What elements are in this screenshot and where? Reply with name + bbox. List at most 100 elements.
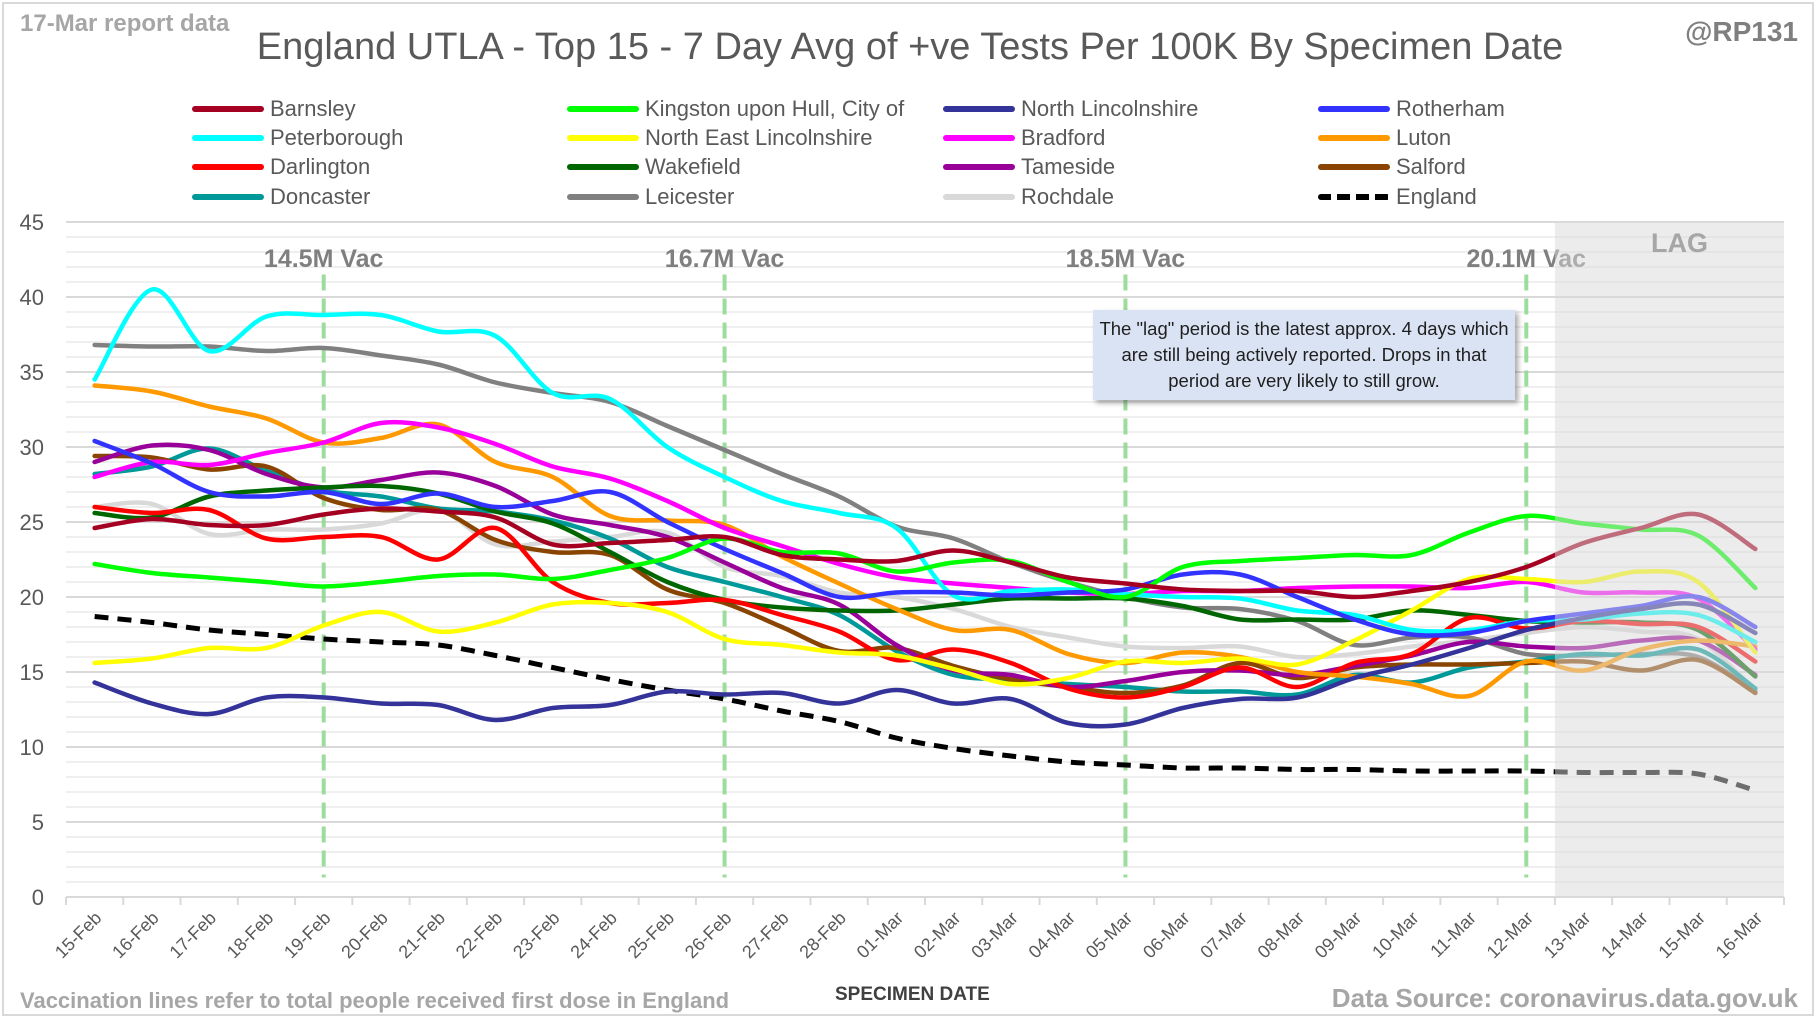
x-tick-label: 24-Feb bbox=[566, 908, 620, 962]
report-date: 17-Mar report data bbox=[20, 10, 230, 37]
legend-label: Bradford bbox=[1021, 125, 1106, 150]
vaccination-footnote: Vaccination lines refer to total people … bbox=[20, 988, 730, 1013]
legend-label: Wakefield bbox=[645, 154, 741, 179]
legend-swatch bbox=[1318, 194, 1390, 200]
y-tick-label: 25 bbox=[20, 510, 44, 535]
legend-item: North East Lincolnshire bbox=[567, 125, 872, 151]
legend-item: Luton bbox=[1318, 125, 1451, 151]
legend-label: Luton bbox=[1396, 125, 1452, 150]
y-axis-tick-labels: 0 5 10 15 20 25 30 35 40 45 bbox=[20, 210, 44, 910]
legend-swatch bbox=[1318, 135, 1390, 141]
x-tick-label: 16-Feb bbox=[108, 908, 162, 962]
lag-label: LAG bbox=[1651, 228, 1708, 258]
legend-item: Barnsley bbox=[192, 96, 356, 122]
x-tick-label: 02-Mar bbox=[910, 908, 964, 962]
legend-swatch bbox=[192, 135, 264, 141]
x-tick-label: 01-Mar bbox=[853, 908, 907, 962]
legend-swatch bbox=[943, 106, 1015, 112]
y-tick-label: 45 bbox=[20, 210, 44, 235]
x-tick-label: 15-Mar bbox=[1654, 908, 1708, 962]
legend-item: Rochdale bbox=[943, 184, 1114, 210]
x-tick-label: 11-Mar bbox=[1426, 908, 1480, 962]
legend-item: Kingston upon Hull, City of bbox=[567, 96, 904, 122]
legend-swatch bbox=[567, 164, 639, 170]
legend-label: Peterborough bbox=[270, 125, 404, 150]
legend-item: Bradford bbox=[943, 125, 1105, 151]
x-tick-label: 18-Feb bbox=[223, 908, 277, 962]
series-line-kingston-upon-hull-city-of bbox=[92, 513, 1758, 600]
legend-label: Barnsley bbox=[270, 96, 356, 121]
x-tick-label: 06-Mar bbox=[1139, 908, 1193, 962]
y-tick-label: 20 bbox=[20, 585, 44, 610]
legend-swatch bbox=[943, 135, 1015, 141]
series-lines bbox=[92, 287, 1758, 793]
x-tick-label: 21-Feb bbox=[395, 908, 449, 962]
legend-label: Salford bbox=[1396, 154, 1466, 179]
legend-swatch bbox=[1318, 106, 1390, 112]
legend-label: North Lincolnshire bbox=[1021, 96, 1199, 121]
series-line-bradford bbox=[92, 419, 1758, 652]
x-tick-label: 16-Mar bbox=[1712, 908, 1766, 962]
legend-swatch bbox=[192, 194, 264, 200]
legend-label: Darlington bbox=[270, 154, 371, 179]
x-tick-label: 25-Feb bbox=[624, 908, 678, 962]
legend-swatch bbox=[943, 194, 1015, 200]
x-tick-label: 10-Mar bbox=[1368, 908, 1422, 962]
x-tick-label: 09-Mar bbox=[1311, 908, 1365, 962]
x-tick-label: 12-Mar bbox=[1483, 908, 1537, 962]
x-tick-label: 17-Feb bbox=[166, 908, 220, 962]
x-axis: 15-Feb 16-Feb 17-Feb 18-Feb 19-Feb 20-Feb 21-F… bbox=[51, 896, 1785, 962]
y-tick-label: 10 bbox=[20, 735, 44, 760]
x-tick-label: 19-Feb bbox=[280, 908, 334, 962]
legend-label: Leicester bbox=[645, 184, 735, 209]
legend-label: England bbox=[1396, 184, 1477, 209]
legend-label: Kingston upon Hull, City of bbox=[645, 96, 905, 121]
x-tick-label: 04-Mar bbox=[1025, 908, 1079, 962]
legend-swatch bbox=[567, 135, 639, 141]
x-tick-label: 07-Mar bbox=[1196, 908, 1250, 962]
legend-swatch bbox=[192, 164, 264, 170]
x-tick-label: 23-Feb bbox=[509, 908, 563, 962]
legend-item: Doncaster bbox=[192, 184, 370, 210]
legend-swatch bbox=[192, 106, 264, 112]
vaccination-label: 18.5M Vac bbox=[1066, 245, 1186, 273]
legend-item: Peterborough bbox=[192, 125, 403, 151]
x-tick-label: 08-Mar bbox=[1254, 908, 1308, 962]
legend-label: North East Lincolnshire bbox=[645, 125, 873, 150]
y-tick-label: 5 bbox=[32, 810, 44, 835]
legend-item: Rotherham bbox=[1318, 96, 1505, 122]
y-tick-label: 0 bbox=[32, 885, 44, 910]
x-tick-label: 26-Feb bbox=[681, 908, 735, 962]
legend-label: Rochdale bbox=[1021, 184, 1114, 209]
series-line-north-lincolnshire bbox=[92, 600, 1758, 729]
legend-item: North Lincolnshire bbox=[943, 96, 1198, 122]
vaccination-label: 16.7M Vac bbox=[665, 245, 785, 273]
author-handle: @RP131 bbox=[1685, 16, 1798, 47]
data-source: Data Source: coronavirus.data.gov.uk bbox=[1331, 983, 1798, 1013]
legend-item: Wakefield bbox=[567, 154, 741, 180]
legend-item: Tameside bbox=[943, 154, 1115, 180]
x-tick-label: 05-Mar bbox=[1082, 908, 1136, 962]
chart-title: England UTLA - Top 15 - 7 Day Avg of +ve… bbox=[256, 26, 1564, 68]
legend-label: Rotherham bbox=[1396, 96, 1505, 121]
lag-region: LAG bbox=[1554, 222, 1784, 897]
y-tick-label: 40 bbox=[20, 285, 44, 310]
legend-swatch bbox=[943, 164, 1015, 170]
lag-note-callout: The "lag" period is the latest approx. 4… bbox=[1093, 310, 1515, 400]
legend-swatch bbox=[567, 106, 639, 112]
legend-label: Doncaster bbox=[270, 184, 371, 209]
series-line-rotherham bbox=[92, 438, 1758, 638]
x-axis-title: SPECIMEN DATE bbox=[835, 984, 990, 1005]
y-tick-label: 30 bbox=[20, 435, 44, 460]
x-tick-label: 20-Feb bbox=[337, 908, 391, 962]
y-tick-label: 15 bbox=[20, 660, 44, 685]
vaccination-label: 14.5M Vac bbox=[264, 245, 384, 273]
legend-swatch bbox=[567, 194, 639, 200]
series-line-england bbox=[94, 614, 1757, 793]
major-gridlines bbox=[66, 221, 1784, 823]
series-line-peterborough bbox=[92, 287, 1758, 645]
legend-swatch bbox=[1318, 164, 1390, 170]
legend-label: Tameside bbox=[1021, 154, 1116, 179]
